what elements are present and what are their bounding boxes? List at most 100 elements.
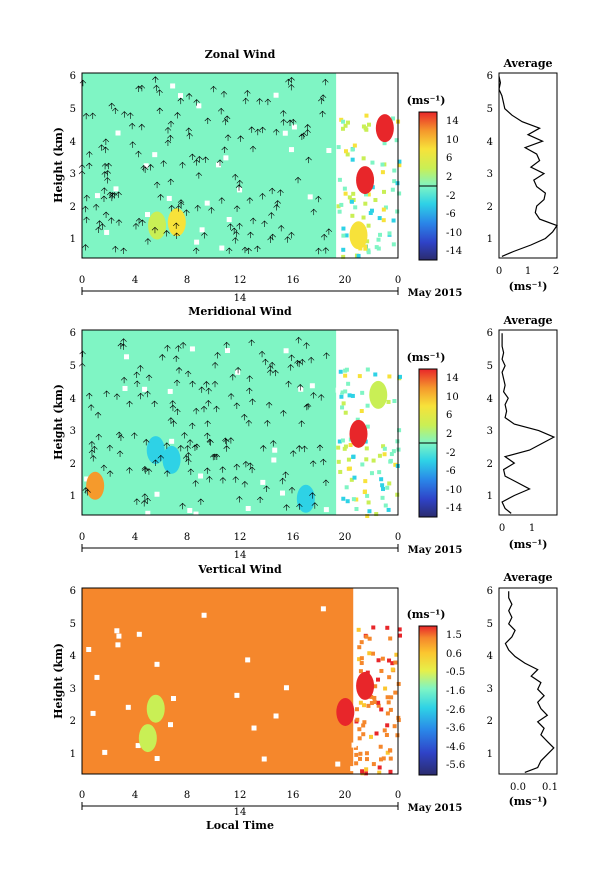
- field-cell: [390, 187, 395, 192]
- contour-mark: [242, 460, 250, 468]
- field-cell: [343, 389, 348, 394]
- profile-x-tick: 2: [553, 266, 559, 277]
- data-gap-cell: [122, 385, 128, 391]
- y-tick-label: 6: [70, 71, 76, 82]
- contour-mark: [174, 112, 181, 119]
- data-gap-cell: [114, 628, 120, 634]
- field-cell: [369, 694, 374, 699]
- field-cell: [392, 724, 397, 729]
- data-gap-cell: [323, 507, 329, 513]
- contour-mark: [153, 181, 161, 189]
- field-cell: [379, 668, 384, 673]
- y-tick-label: 6: [70, 328, 76, 339]
- contour-mark: [234, 366, 242, 374]
- profile-y-tick: 3: [487, 169, 493, 180]
- field-cell: [372, 695, 377, 700]
- field-cell: [374, 731, 379, 736]
- contour-mark: [177, 97, 184, 105]
- heatmap-field: [78, 73, 402, 259]
- colorbar-tick: 6: [446, 153, 452, 164]
- field-cell: [359, 661, 364, 666]
- contour-mark: [115, 219, 123, 226]
- contour-mark: [254, 128, 262, 136]
- contour-mark: [282, 471, 289, 478]
- contour-mark: [108, 102, 115, 110]
- field-cell: [345, 152, 350, 157]
- colorbar-tick: 6: [446, 410, 452, 421]
- contour-mark: [204, 420, 211, 427]
- field-cell: [342, 186, 347, 191]
- contour-mark: [82, 112, 90, 120]
- field-cell: [344, 233, 349, 238]
- field-cell: [385, 695, 390, 700]
- data-gap-cell: [196, 103, 202, 109]
- contour-mark: [248, 126, 255, 133]
- contour-mark: [232, 237, 239, 244]
- contour-mark: [322, 247, 330, 254]
- field-cell: [394, 652, 399, 657]
- field-cell: [341, 401, 346, 406]
- contour-mark: [102, 146, 109, 154]
- field-cell: [366, 248, 371, 253]
- field-cell: [337, 177, 342, 182]
- field-cell: [362, 720, 367, 725]
- field-cell: [364, 457, 369, 462]
- field-cell: [343, 149, 348, 154]
- data-gap-cell: [204, 200, 210, 206]
- x-tick-label: 8: [184, 532, 190, 543]
- data-gap-cell: [272, 447, 278, 453]
- contour-mark: [236, 222, 243, 230]
- colorbar-strip: [418, 625, 438, 776]
- field-cell: [365, 239, 370, 244]
- contour-mark: [138, 123, 145, 131]
- field-cell: [364, 767, 369, 772]
- contour-mark: [317, 394, 325, 401]
- field-cell: [373, 198, 378, 203]
- y-tick-label: 3: [70, 169, 76, 180]
- contour-mark: [301, 445, 308, 453]
- field-cell: [369, 208, 374, 213]
- field-cell: [376, 703, 381, 708]
- contour-mark: [133, 380, 141, 387]
- y-tick-label: 3: [70, 684, 76, 695]
- x-tick-label: 16: [287, 790, 300, 801]
- field-cell: [363, 479, 368, 484]
- field-cell: [381, 487, 386, 492]
- field-cell: [380, 170, 385, 175]
- contour-mark: [310, 392, 317, 399]
- field-cell: [345, 499, 350, 504]
- field-cell: [366, 500, 371, 505]
- contour-mark: [268, 187, 276, 195]
- field-cell: [344, 485, 349, 490]
- contour-mark: [311, 502, 319, 509]
- field-patch: [167, 208, 186, 237]
- x-tick-label: 16: [287, 275, 300, 286]
- data-gap-cell: [187, 508, 193, 514]
- data-gap-cell: [273, 92, 279, 98]
- contour-mark: [151, 400, 158, 408]
- y-tick-label: 1: [70, 234, 76, 245]
- field-cell: [363, 246, 368, 251]
- field-cell: [354, 497, 359, 502]
- contour-mark: [140, 165, 147, 172]
- field-cell: [381, 444, 386, 449]
- colorbar-tick: -10: [446, 485, 462, 496]
- field-cell: [388, 756, 393, 761]
- field-cell: [366, 703, 371, 708]
- contour-mark: [89, 112, 96, 120]
- contour-mark: [197, 498, 205, 505]
- field-cell: [336, 204, 341, 209]
- date-label: May 2015: [408, 288, 463, 299]
- contour-mark: [140, 500, 148, 507]
- contour-mark: [260, 445, 267, 452]
- contour-mark: [131, 432, 138, 439]
- contour-mark: [82, 487, 90, 494]
- contour-mark: [322, 479, 330, 486]
- field-cell: [368, 734, 373, 739]
- field-cell: [381, 218, 386, 223]
- x-tick-label: 0: [79, 275, 85, 286]
- field-cell: [393, 690, 398, 695]
- contour-mark: [221, 146, 228, 153]
- colorbar-tick: 14: [446, 373, 459, 384]
- contour-mark: [296, 503, 303, 510]
